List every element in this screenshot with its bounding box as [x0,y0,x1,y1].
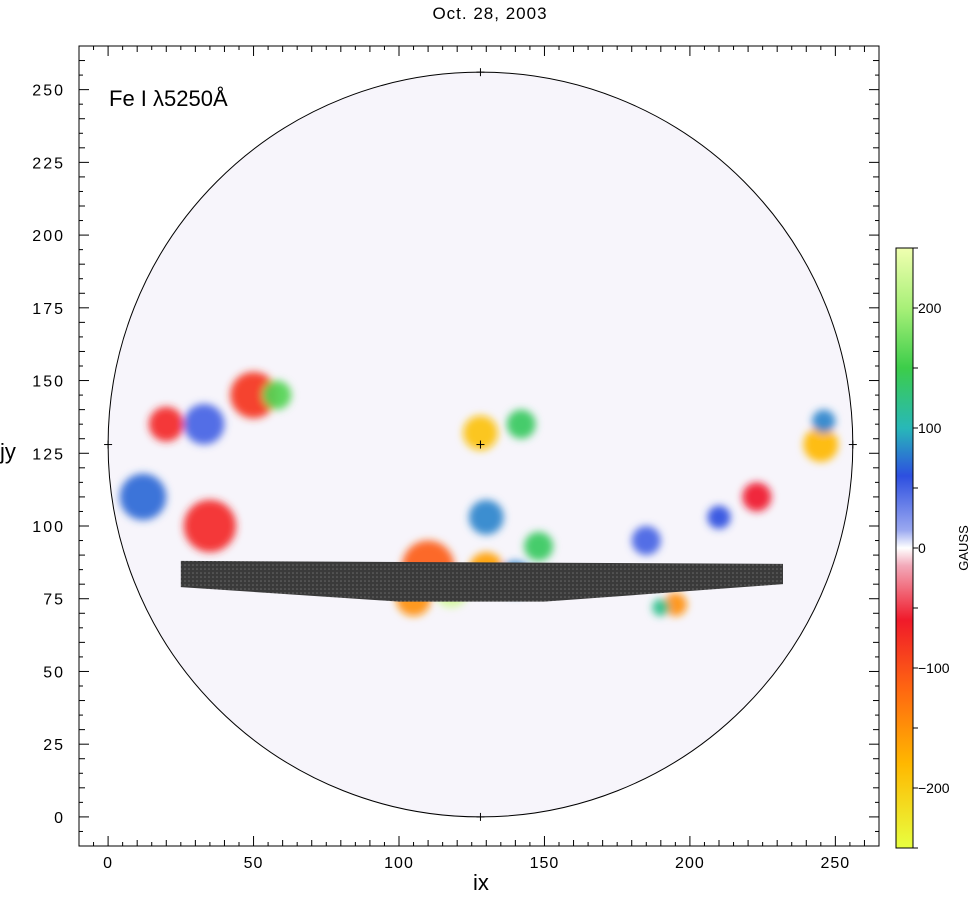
magnetic-feature-21 [707,505,731,529]
colorbar-tick-label: −100 [918,660,950,676]
y-tick-label: 50 [43,664,65,681]
magnetic-feature-22 [631,526,661,556]
x-tick-label: 50 [244,855,264,872]
y-tick-label: 150 [32,374,65,391]
x-tick-label: 250 [821,855,851,872]
x-tick-label: 200 [675,855,705,872]
y-tick-label: 225 [32,155,65,172]
y-tick-label: 100 [32,519,65,536]
colorbar-tick-label: 100 [918,420,942,436]
y-tick-label: 200 [32,228,65,245]
magnetic-feature-1 [148,406,184,442]
line-annotation: Fe I λ5250Å [109,86,228,111]
solar-disk [104,68,857,821]
plot-frame [78,45,880,847]
colorbar-tick-label: 0 [918,540,926,556]
y-tick-label: 125 [32,446,65,463]
magnetic-feature-3 [119,473,167,521]
x-axis: 0 50 100 150 200 250 [78,46,880,872]
y-tick-label: 175 [32,301,65,318]
magnetic-feature-8 [506,409,536,439]
colorbar-label: GAUSS [956,525,971,571]
x-tick-label: 0 [103,855,113,872]
y-axis: 0 25 50 75 100 125 150 175 200 225 250 [32,45,879,847]
magnetic-feature-6 [262,380,292,410]
magnetic-feature-18 [803,427,839,462]
y-tick-label: 0 [54,810,65,827]
x-tick-label: 150 [530,855,560,872]
colorbar-ticks: 200 100 0 −100 −200 [913,247,950,849]
y-tick-label: 250 [32,83,65,100]
colorbar-tick-label: −200 [918,780,950,796]
y-tick-label: 75 [43,592,65,609]
magnetic-feature-7 [463,415,498,451]
colorbar: 200 100 0 −100 −200 GAUSS [895,247,971,849]
magnetic-feature-19 [812,409,836,433]
colorbar-gradient [895,247,914,849]
magnetic-feature-17 [652,598,670,617]
magnetic-feature-5 [230,371,277,419]
magnetic-feature-4 [183,403,225,445]
magnetic-feature-2 [183,499,237,553]
colorbar-tick-label: 200 [918,300,942,316]
chart-title: Oct. 28, 2003 [432,4,547,23]
x-axis-label: ix [473,870,489,895]
disk-center-ticks [104,68,857,821]
y-tick-label: 25 [43,737,65,754]
magnetic-feature-10 [524,531,554,561]
y-axis-label: jy [0,439,16,464]
x-tick-label: 100 [384,855,414,872]
magnetic-feature-9 [468,499,504,535]
magnetic-feature-16 [663,592,687,617]
magnetic-feature-20 [742,482,772,512]
masked-band [180,560,783,602]
